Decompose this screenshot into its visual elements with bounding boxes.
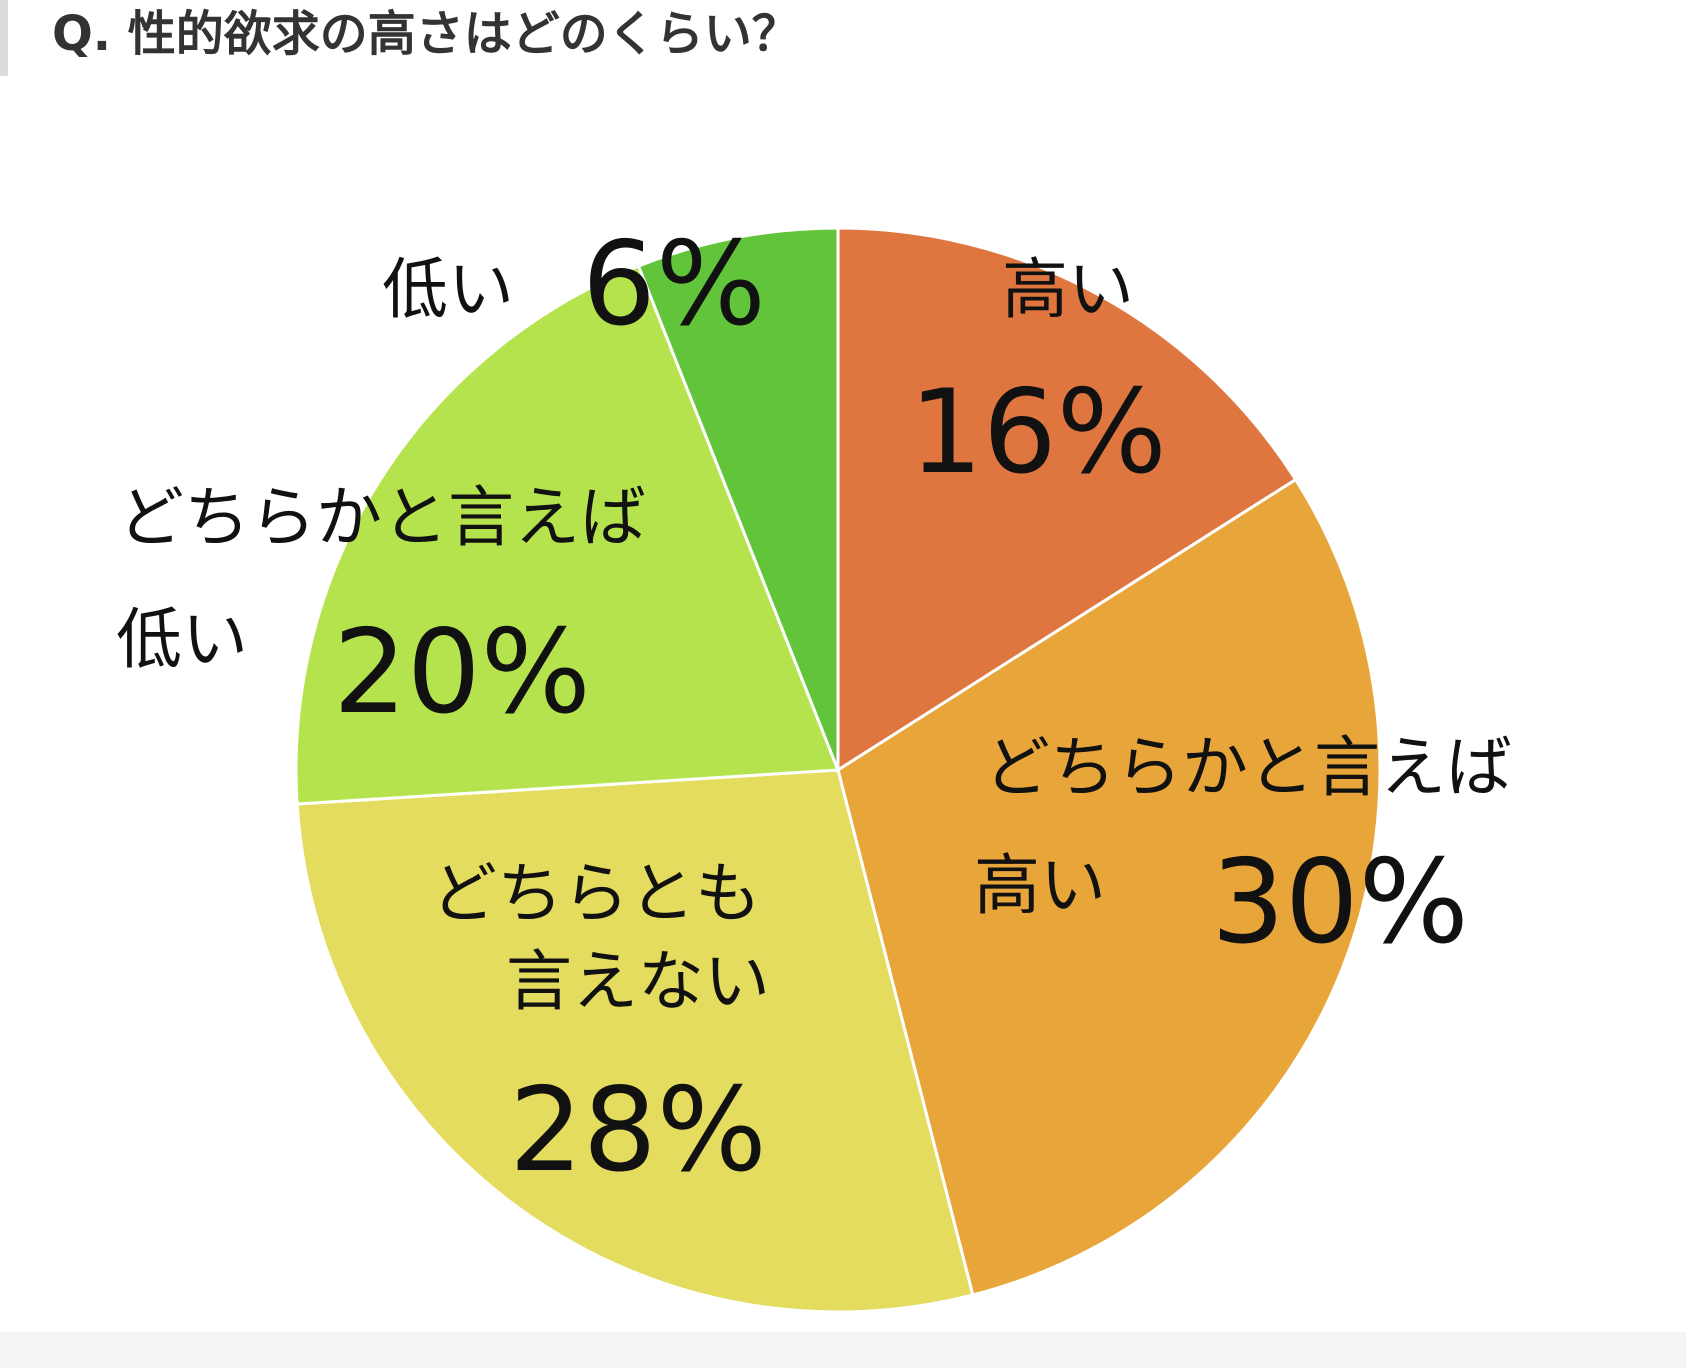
- pie-slice-high: [836, 226, 1298, 773]
- slice-value-somewhat-low: 20%: [333, 605, 591, 740]
- slice-label-high: 高い: [1002, 251, 1134, 328]
- slice-value-low: 6%: [582, 217, 766, 352]
- slice-value-somewhat-high: 30%: [1211, 835, 1469, 970]
- slice-label-somewhat-low-line2: 低い: [116, 601, 248, 678]
- pie-slices: [294, 226, 1382, 1314]
- pie-slice-low: [636, 226, 840, 771]
- bottom-strip: [0, 1332, 1686, 1368]
- pie-slice-neutral: [295, 768, 975, 1314]
- question-title: Q. 性的欲求の高さはどのくらい？: [52, 6, 800, 62]
- slice-label-neutral-line2: 言えない: [506, 943, 770, 1020]
- slice-value-neutral: 28%: [509, 1063, 767, 1198]
- slice-label-somewhat-high-line1: どちらかと言えば: [984, 729, 1512, 806]
- slice-label-somewhat-high-line2: 高い: [974, 847, 1106, 924]
- slice-value-high: 16%: [909, 365, 1167, 500]
- pie-slice-somewhat-high: [836, 477, 1382, 1297]
- slice-label-somewhat-low-line1: どちらかと言えば: [118, 479, 646, 556]
- pie-labels: 高い 16% どちらかと言えば 高い 30% どちらとも 言えない 28% どち…: [116, 217, 1512, 1198]
- question-accent-bar: [0, 0, 8, 76]
- slice-label-low: 低い: [382, 251, 514, 328]
- pie-slice-somewhat-low: [294, 264, 841, 806]
- slice-label-neutral-line1: どちらとも: [431, 855, 761, 932]
